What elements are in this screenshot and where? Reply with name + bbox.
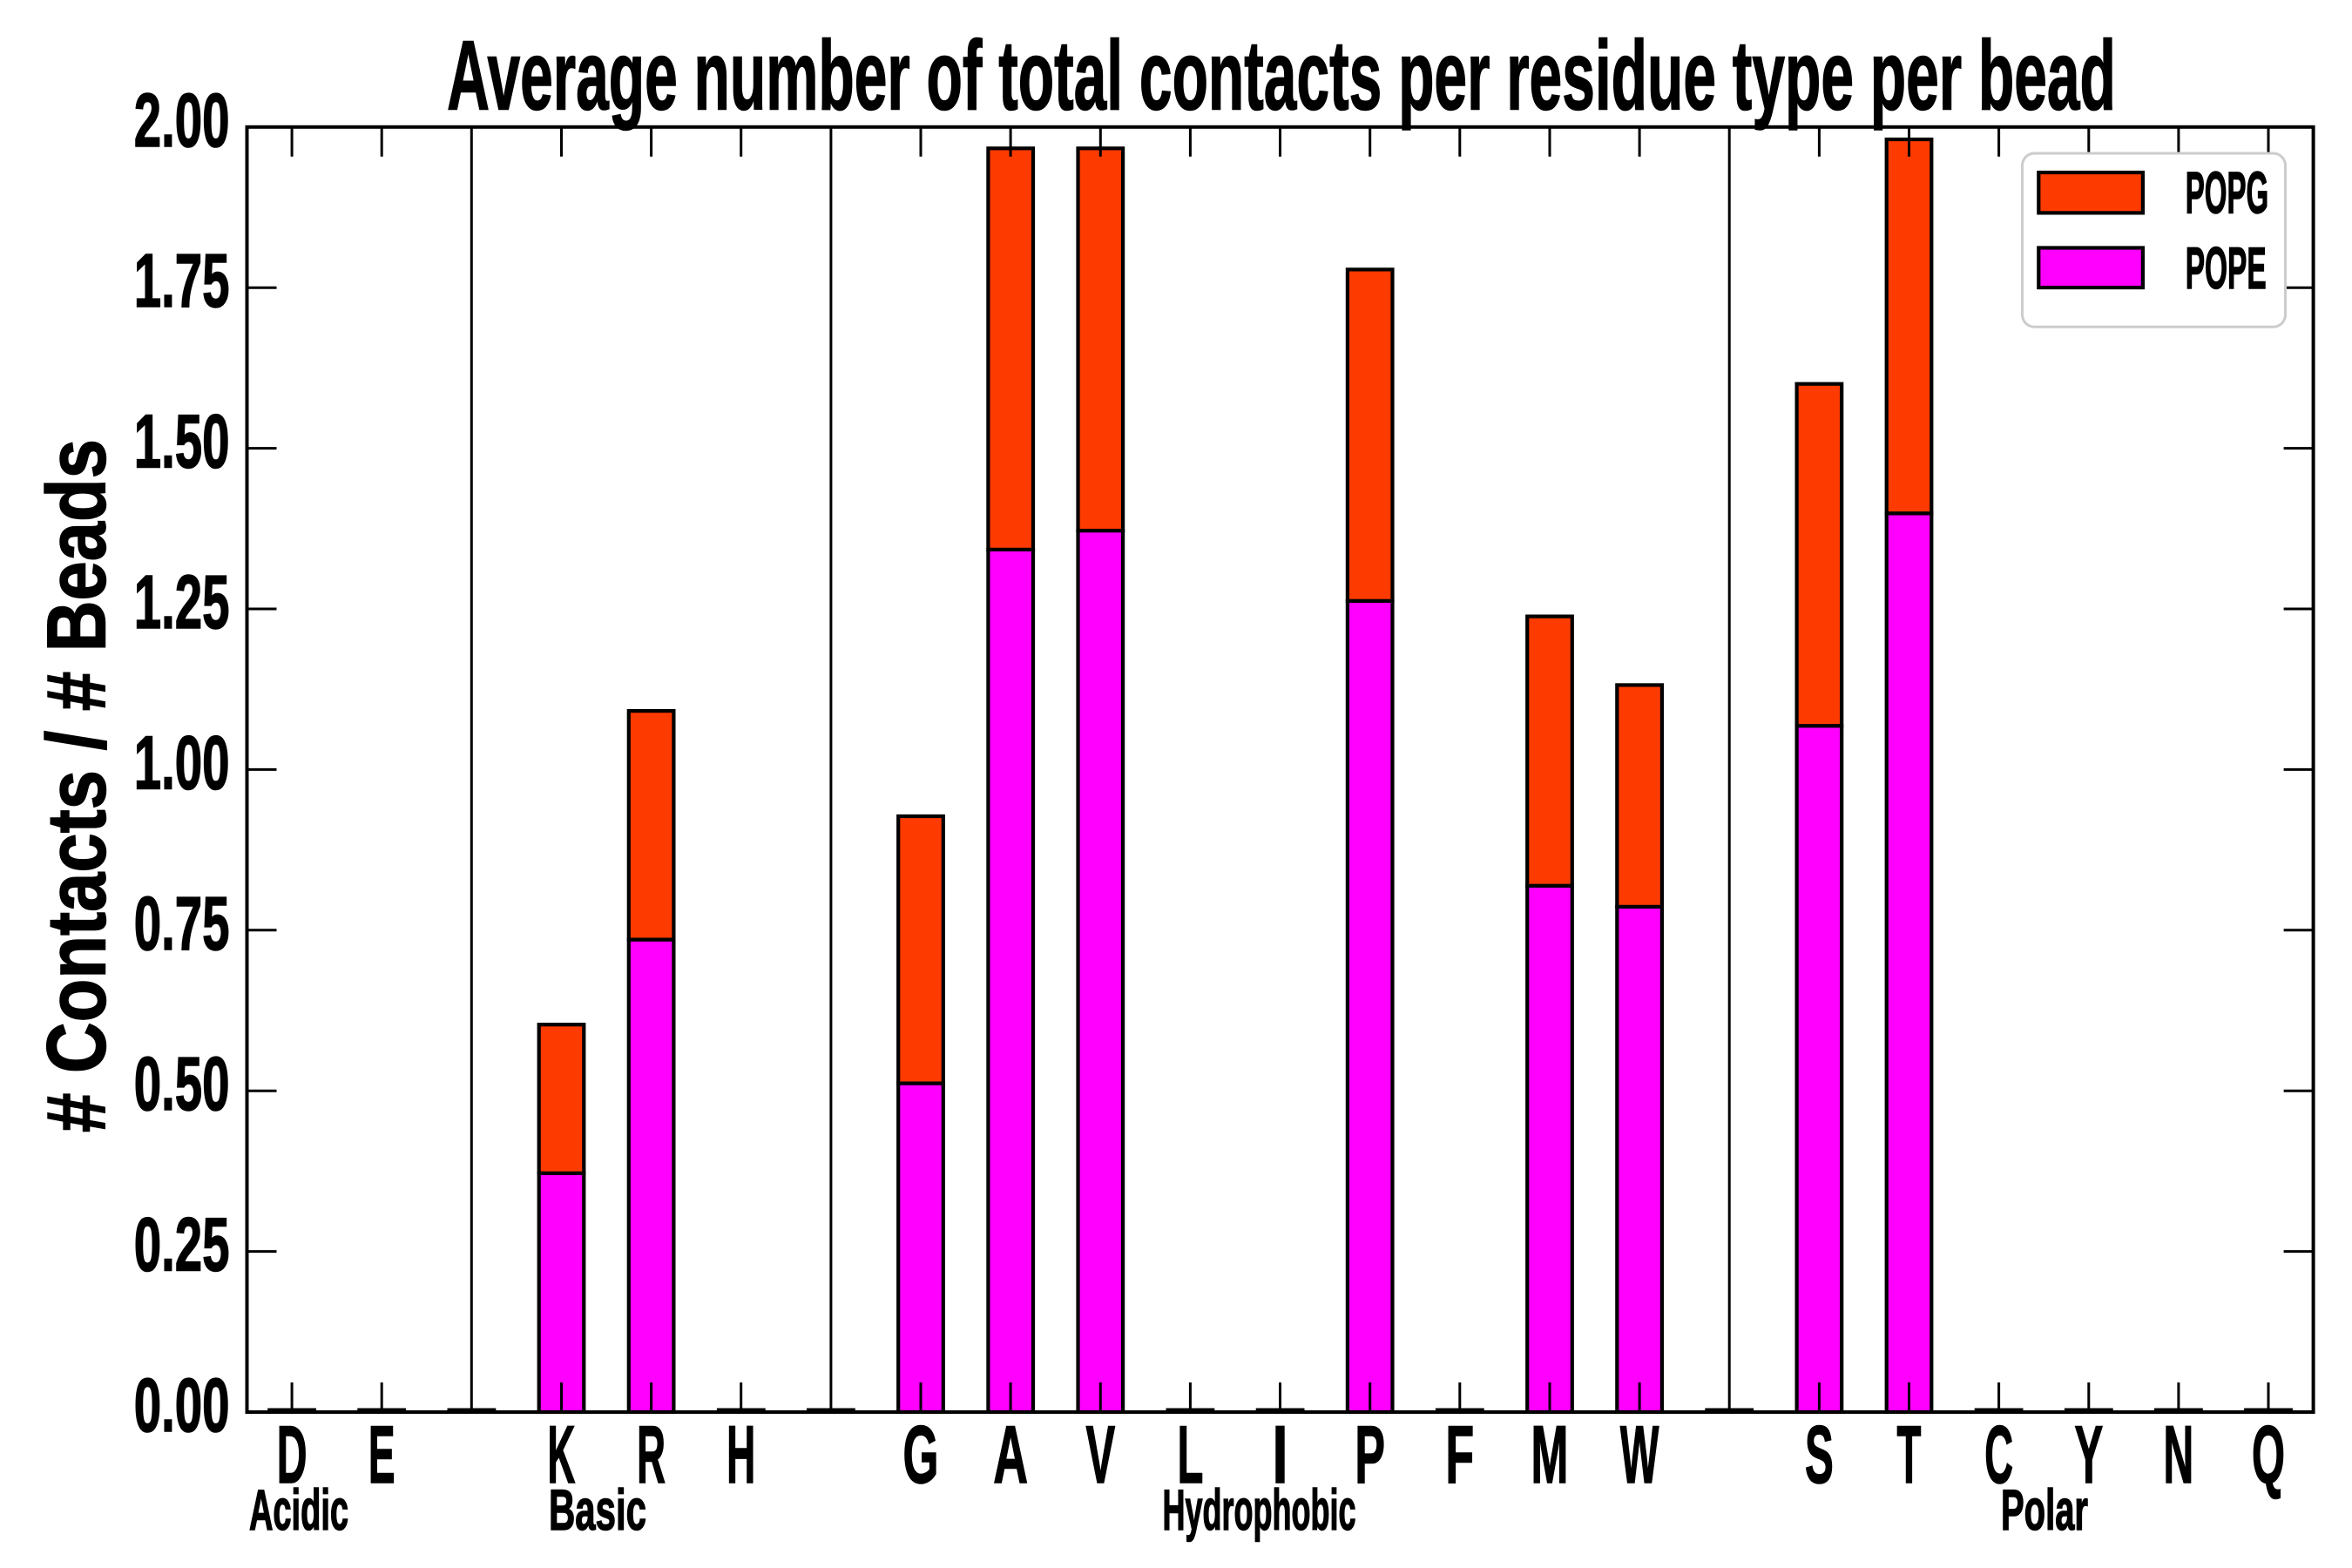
- svg-text:Y: Y: [2074, 1409, 2103, 1500]
- svg-text:0.00: 0.00: [134, 1362, 230, 1448]
- svg-text:# Contacts / # Beads: # Contacts / # Beads: [30, 439, 124, 1132]
- svg-text:E: E: [368, 1409, 395, 1500]
- svg-text:0.75: 0.75: [134, 881, 230, 966]
- svg-text:Q: Q: [2252, 1409, 2285, 1500]
- svg-text:W: W: [1620, 1409, 1659, 1500]
- svg-text:D: D: [277, 1409, 308, 1500]
- svg-text:M: M: [1531, 1409, 1569, 1500]
- svg-text:Polar: Polar: [2001, 1477, 2088, 1542]
- svg-text:P: P: [1355, 1409, 1385, 1500]
- svg-text:Hydrophobic: Hydrophobic: [1163, 1477, 1356, 1542]
- svg-text:N: N: [2164, 1409, 2194, 1500]
- svg-text:1.25: 1.25: [134, 559, 230, 645]
- svg-text:L: L: [1177, 1409, 1203, 1500]
- svg-text:POPG: POPG: [2186, 159, 2269, 226]
- svg-text:0.25: 0.25: [134, 1202, 230, 1288]
- svg-text:Average number of total contac: Average number of total contacts per res…: [447, 21, 2116, 131]
- svg-text:0.50: 0.50: [134, 1041, 230, 1126]
- svg-text:POPE: POPE: [2186, 235, 2267, 301]
- svg-text:G: G: [903, 1409, 939, 1500]
- svg-text:I: I: [1273, 1409, 1288, 1500]
- svg-text:V: V: [1085, 1409, 1115, 1500]
- svg-text:S: S: [1805, 1409, 1834, 1500]
- svg-text:K: K: [548, 1409, 576, 1500]
- svg-text:Acidic: Acidic: [249, 1477, 348, 1542]
- svg-text:C: C: [1984, 1409, 2013, 1500]
- svg-text:1.75: 1.75: [134, 238, 230, 323]
- svg-text:1.50: 1.50: [134, 399, 230, 484]
- svg-text:2.00: 2.00: [134, 78, 230, 163]
- svg-text:A: A: [993, 1409, 1028, 1500]
- svg-text:1.00: 1.00: [134, 720, 230, 805]
- svg-text:R: R: [637, 1409, 666, 1500]
- svg-text:T: T: [1897, 1409, 1922, 1500]
- svg-text:F: F: [1445, 1409, 1474, 1500]
- svg-text:H: H: [727, 1409, 755, 1500]
- svg-text:Basic: Basic: [549, 1477, 646, 1542]
